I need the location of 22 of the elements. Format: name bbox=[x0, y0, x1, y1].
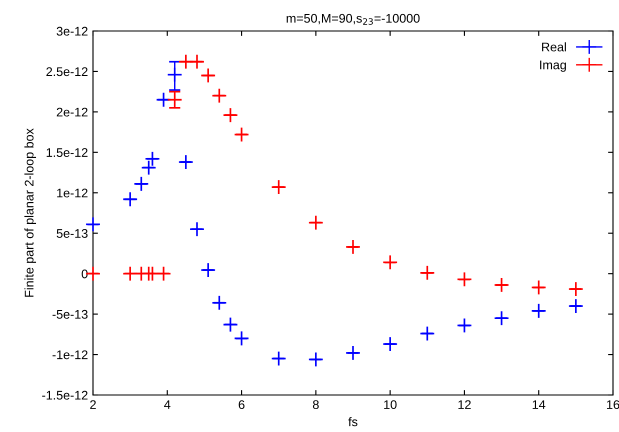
y-tick-label: -5e-13 bbox=[52, 310, 88, 319]
y-tick-label: 2e-12 bbox=[56, 108, 88, 117]
x-tick-label: 14 bbox=[532, 400, 546, 409]
x-tick-label: 12 bbox=[458, 400, 471, 409]
y-tick-label: -1e-12 bbox=[52, 350, 88, 360]
x-tick-label: 8 bbox=[312, 400, 319, 410]
chart-title: m=50,M=90,s$_{23}$=-10000 bbox=[286, 14, 420, 25]
y-tick-label: 1e-12 bbox=[57, 188, 88, 198]
y-tick-label: 2.5e-12 bbox=[46, 67, 88, 76]
x-tick-label: 10 bbox=[384, 400, 397, 410]
y-tick-label: 1.5e-12 bbox=[46, 148, 88, 157]
y-tick-label: 3e-12 bbox=[56, 26, 88, 36]
legend-label: Imag bbox=[540, 60, 566, 72]
x-tick-label: 2 bbox=[90, 400, 96, 409]
x-tick-label: 16 bbox=[607, 400, 619, 410]
x-axis-title: fs bbox=[348, 417, 358, 426]
x-tick-label: 4 bbox=[164, 400, 170, 409]
y-tick-label: -1.5e-12 bbox=[42, 390, 88, 400]
y-axis-title: Finite part of planar 2-loop box bbox=[24, 128, 36, 297]
y-tick-label: 5e-13 bbox=[56, 229, 88, 238]
x-tick-label: 6 bbox=[238, 400, 244, 410]
legend-label: Real bbox=[542, 42, 566, 52]
